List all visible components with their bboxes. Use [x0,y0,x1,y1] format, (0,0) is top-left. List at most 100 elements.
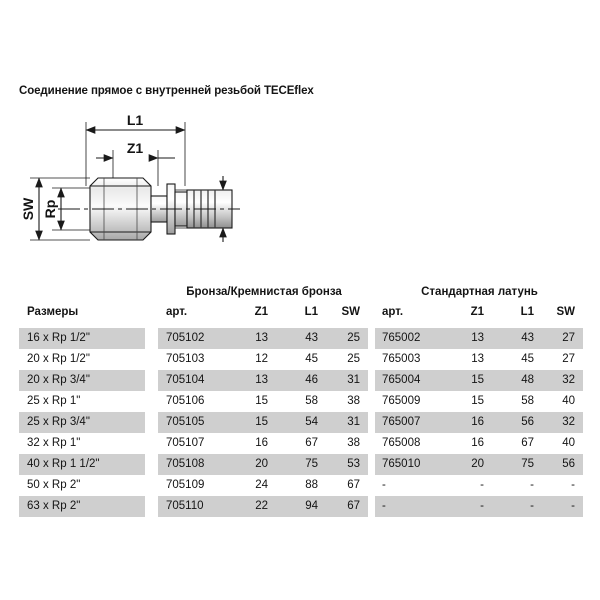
column-header-bronze-z1: Z1 [254,306,268,318]
cell-brass-z1: - [480,500,484,512]
cell-bronze-sw: 67 [347,500,360,512]
cell-brass-art: 765004 [382,374,421,386]
cell-bronze-z1: 22 [255,500,268,512]
cell-bronze-l1: 75 [305,458,318,470]
cell-bronze-art: 705107 [166,437,205,449]
cell-bronze-z1: 24 [255,479,268,491]
cell-size: 25 x Rp 1" [27,395,81,407]
table-row[interactable]: 25 x Rp 1" 705106 15 58 38 765009 15 58 40 [0,391,600,412]
cell-bronze-art: 705108 [166,458,205,470]
cell-size: 20 x Rp 3/4" [27,374,90,386]
cell-bronze-l1: 58 [305,395,318,407]
cell-bronze-l1: 46 [305,374,318,386]
row-band [158,328,368,349]
cell-bronze-sw: 38 [347,437,360,449]
cell-brass-art: 765002 [382,332,421,344]
cell-bronze-sw: 53 [347,458,360,470]
cell-size: 16 x Rp 1/2" [27,332,90,344]
cell-bronze-l1: 54 [305,416,318,428]
cell-bronze-art: 705102 [166,332,205,344]
cell-brass-l1: 67 [521,437,534,449]
fitting-body [58,177,240,241]
row-band [158,412,368,433]
table-row[interactable]: 63 x Rp 2" 705110 22 94 67 - - - - [0,496,600,517]
cell-bronze-l1: 67 [305,437,318,449]
cell-size: 20 x Rp 1/2" [27,353,90,365]
row-band [19,328,145,349]
dimension-z1: Z1 [96,140,175,162]
dimension-sw: SW [20,177,43,241]
table-row[interactable]: 20 x Rp 1/2" 705103 12 45 25 765003 13 45 27 [0,349,600,370]
cell-brass-l1: 75 [521,458,534,470]
cell-bronze-z1: 15 [255,416,268,428]
cell-bronze-art: 705104 [166,374,205,386]
cell-brass-sw: 27 [562,332,575,344]
table-column-header-row: Размеры арт. Z1 L1 SW арт. Z1 L1 SW [0,306,600,328]
cell-bronze-z1: 20 [255,458,268,470]
cell-bronze-l1: 94 [305,500,318,512]
cell-bronze-z1: 13 [255,374,268,386]
cell-brass-sw: 56 [562,458,575,470]
cell-brass-z1: 20 [471,458,484,470]
row-band [375,412,583,433]
fitting-diagram: L1 Z1 SW Rp D1 [20,112,240,242]
cell-brass-l1: - [530,479,534,491]
cell-bronze-art: 705103 [166,353,205,365]
cell-brass-art: 765010 [382,458,421,470]
cell-bronze-z1: 15 [255,395,268,407]
cell-brass-l1: - [530,500,534,512]
cell-bronze-z1: 16 [255,437,268,449]
cell-bronze-art: 705105 [166,416,205,428]
dimension-label-sw: SW [20,197,36,220]
cell-brass-z1: 15 [471,395,484,407]
cell-brass-sw: 40 [562,437,575,449]
row-band [19,496,145,517]
cell-brass-sw: 32 [562,416,575,428]
table-row[interactable]: 16 x Rp 1/2" 705102 13 43 25 765002 13 43 27 [0,328,600,349]
cell-brass-z1: 16 [471,416,484,428]
table-row[interactable]: 20 x Rp 3/4" 705104 13 46 31 765004 15 48 32 [0,370,600,391]
cell-size: 50 x Rp 2" [27,479,81,491]
cell-brass-z1: 16 [471,437,484,449]
cell-size: 63 x Rp 2" [27,500,81,512]
dimension-label-z1: Z1 [127,140,144,156]
cell-bronze-sw: 25 [347,353,360,365]
cell-brass-l1: 56 [521,416,534,428]
dimension-l1: L1 [85,112,186,134]
cell-brass-sw: - [571,500,575,512]
dimension-label-l1: L1 [127,112,144,128]
column-header-bronze-l1: L1 [304,306,318,318]
cell-brass-sw: 40 [562,395,575,407]
cell-brass-art: - [382,479,386,491]
column-header-brass-z1: Z1 [470,306,484,318]
column-header-bronze-sw: SW [341,306,360,318]
table-row[interactable]: 32 x Rp 1" 705107 16 67 38 765008 16 67 40 [0,433,600,454]
cell-size: 32 x Rp 1" [27,437,81,449]
table-row[interactable]: 50 x Rp 2" 705109 24 88 67 - - - - [0,475,600,496]
cell-bronze-z1: 13 [255,332,268,344]
cell-bronze-l1: 43 [305,332,318,344]
technical-drawing: L1 Z1 SW Rp D1 [0,108,260,258]
group-header-brass: Стандартная латунь [421,286,538,298]
row-band [375,454,583,475]
group-header-bronze: Бронза/Кремнистая бронза [186,286,342,298]
cell-bronze-l1: 88 [305,479,318,491]
column-header-brass-sw: SW [556,306,575,318]
cell-bronze-sw: 67 [347,479,360,491]
cell-bronze-art: 705109 [166,479,205,491]
cell-brass-art: 765008 [382,437,421,449]
cell-brass-art: 765003 [382,353,421,365]
table-row[interactable]: 25 x Rp 3/4" 705105 15 54 31 765007 16 56 32 [0,412,600,433]
cell-size: 25 x Rp 3/4" [27,416,90,428]
cell-bronze-art: 705110 [166,500,204,512]
cell-brass-sw: 32 [562,374,575,386]
table-rows-container: 16 x Rp 1/2" 705102 13 43 25 765002 13 43 27 20 x… [0,328,600,517]
cell-brass-art: 765009 [382,395,421,407]
cell-brass-z1: - [480,479,484,491]
table-row[interactable]: 40 x Rp 1 1/2" 705108 20 75 53 765010 20 75 56 [0,454,600,475]
table-group-header-row: Бронза/Кремнистая бронза Стандартная лат… [0,286,600,306]
cell-brass-art: 765007 [382,416,421,428]
cell-brass-l1: 45 [521,353,534,365]
column-header-size: Размеры [27,306,79,318]
cell-brass-art: - [382,500,386,512]
